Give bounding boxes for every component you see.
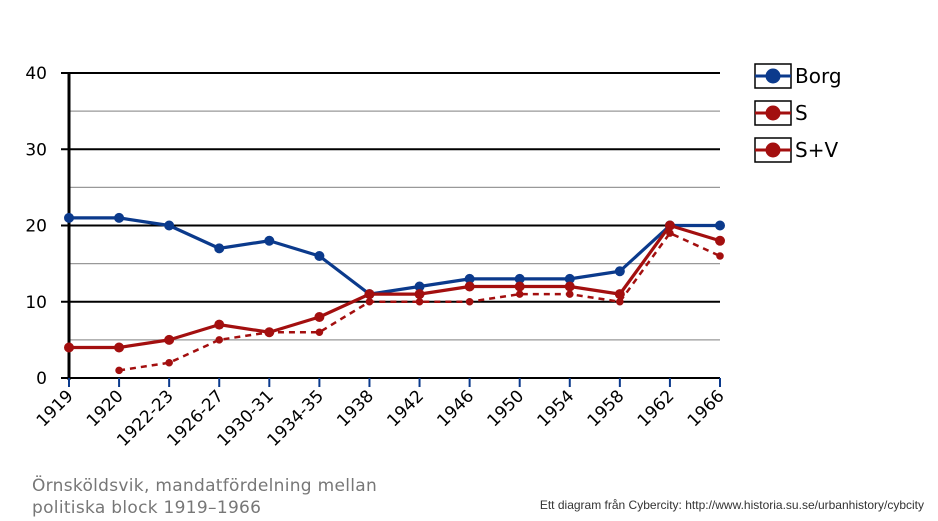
data-point-S-1920 [115,366,123,375]
legend-swatch-marker [765,105,781,121]
y-tick-label: 40 [25,64,47,84]
x-tick-label: 1962 [634,386,679,431]
x-tick-label: 1946 [433,386,478,431]
data-point-Borg-1954 [564,273,575,284]
data-point-S-1922-23 [165,358,173,367]
data-point-Borg-1966 [715,220,725,231]
data-point-S+V-1938 [364,289,375,300]
legend-label: Borg [795,64,842,88]
data-point-S-1966 [716,252,724,260]
series-line-S+V [69,223,721,350]
data-point-S-1946 [465,297,474,306]
data-point-S+V-1958 [614,289,625,300]
x-tick-label: 1954 [534,386,579,431]
data-point-Borg-1958 [614,266,625,277]
data-point-S+V-1920 [114,342,125,353]
data-point-Borg-1920 [114,212,125,223]
data-point-Borg-1942 [414,281,425,292]
data-point-S-1954 [565,290,574,298]
chart-caption: Örnsköldsvik, mandatfördelning mellan po… [32,475,377,519]
data-point-S-1934-35 [315,328,324,337]
x-tick-label: 1958 [584,386,629,431]
x-tick-label: 1919 [33,386,78,431]
data-point-Borg-1926-27 [214,243,225,254]
data-point-S-1962 [666,229,674,237]
data-point-S-1942 [415,297,424,306]
series-line-Borg [69,216,720,296]
data-point-S-1938 [365,297,374,306]
data-point-S+V-1926-27 [214,319,225,330]
y-tick-label: 30 [25,140,47,160]
grid-lines [69,72,720,341]
data-point-S+V-1954 [564,281,575,292]
data-point-S-1926-27 [215,336,224,344]
x-tick-label: 1942 [383,386,428,431]
data-point-S+V-1930-31 [264,327,275,338]
data-point-Borg-1922-23 [164,220,175,231]
data-point-S+V-1966 [715,235,725,246]
data-point-S+V-1962 [664,220,675,231]
data-point-S+V-1919 [64,342,74,353]
y-tick-label: 0 [36,369,47,389]
data-point-Borg-1946 [464,273,475,284]
data-point-S+V-1946 [464,281,475,292]
data-point-S+V-1950 [514,281,525,292]
x-tick-label: 1920 [83,386,128,431]
data-point-S+V-1922-23 [164,334,175,345]
data-point-S-1958 [616,297,624,306]
data-point-S+V-1942 [414,289,425,300]
x-tick-label: 1966 [684,386,729,431]
x-tick-label: 1938 [333,386,378,431]
y-tick-label: 20 [25,217,47,237]
data-point-Borg-1919 [64,212,74,223]
data-point-S-1950 [515,290,524,298]
data-point-Borg-1934-35 [314,251,325,261]
caption-line-2: politiska block 1919–1966 [32,498,262,518]
series-lines [64,212,725,375]
credit-text: Ett diagram från Cybercity: http://www.h… [539,498,924,512]
x-tick-label: 1950 [483,386,528,431]
data-point-Borg-1950 [514,273,525,284]
legend: Borg S S+V [754,63,842,163]
legend-label: S [795,101,808,125]
caption-line-1: Örnsköldsvik, mandatfördelning mellan [32,476,378,496]
legend-label: S+V [795,138,838,162]
data-point-Borg-1930-31 [264,235,275,246]
data-point-S+V-1934-35 [314,312,325,322]
y-tick-label: 10 [25,293,47,313]
legend-swatch-marker [765,142,781,158]
legend-swatch-marker [765,68,781,84]
